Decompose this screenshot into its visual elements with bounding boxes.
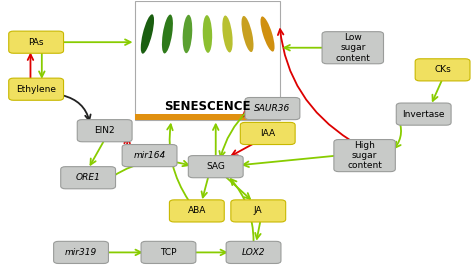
FancyBboxPatch shape: [136, 1, 280, 120]
Text: TCP: TCP: [160, 248, 177, 257]
Text: IAA: IAA: [260, 129, 275, 138]
Text: Invertase: Invertase: [402, 110, 445, 119]
Text: JA: JA: [254, 207, 263, 215]
FancyBboxPatch shape: [240, 122, 295, 145]
FancyBboxPatch shape: [9, 78, 64, 100]
Text: Ethylene: Ethylene: [16, 85, 56, 94]
FancyBboxPatch shape: [122, 145, 177, 167]
FancyBboxPatch shape: [61, 167, 116, 189]
FancyBboxPatch shape: [415, 59, 470, 81]
FancyBboxPatch shape: [9, 31, 64, 53]
Text: PAs: PAs: [28, 38, 44, 47]
FancyBboxPatch shape: [77, 120, 132, 142]
Text: LOX2: LOX2: [242, 248, 265, 257]
FancyBboxPatch shape: [322, 32, 383, 64]
FancyBboxPatch shape: [226, 241, 281, 264]
Text: EIN2: EIN2: [94, 126, 115, 135]
Text: ABA: ABA: [188, 207, 206, 215]
Text: CKs: CKs: [434, 65, 451, 74]
Ellipse shape: [261, 16, 274, 52]
FancyBboxPatch shape: [231, 200, 286, 222]
FancyBboxPatch shape: [54, 241, 109, 264]
Ellipse shape: [182, 15, 192, 53]
FancyBboxPatch shape: [169, 200, 224, 222]
FancyBboxPatch shape: [141, 241, 196, 264]
Text: High
sugar
content: High sugar content: [347, 141, 382, 170]
Ellipse shape: [242, 16, 254, 52]
FancyBboxPatch shape: [245, 98, 300, 120]
FancyBboxPatch shape: [188, 156, 243, 178]
Text: ORE1: ORE1: [76, 173, 100, 182]
Text: mir319: mir319: [65, 248, 97, 257]
Ellipse shape: [141, 14, 154, 54]
Ellipse shape: [222, 16, 233, 53]
FancyBboxPatch shape: [334, 140, 395, 172]
Text: SENESCENCE: SENESCENCE: [164, 100, 251, 113]
Text: SAG: SAG: [206, 162, 225, 171]
Text: SAUR36: SAUR36: [255, 104, 291, 113]
FancyBboxPatch shape: [396, 103, 451, 125]
Ellipse shape: [203, 15, 212, 53]
Text: Low
sugar
content: Low sugar content: [335, 33, 370, 63]
Text: mir164: mir164: [134, 151, 166, 160]
Bar: [136, 114, 280, 120]
Ellipse shape: [162, 14, 173, 53]
